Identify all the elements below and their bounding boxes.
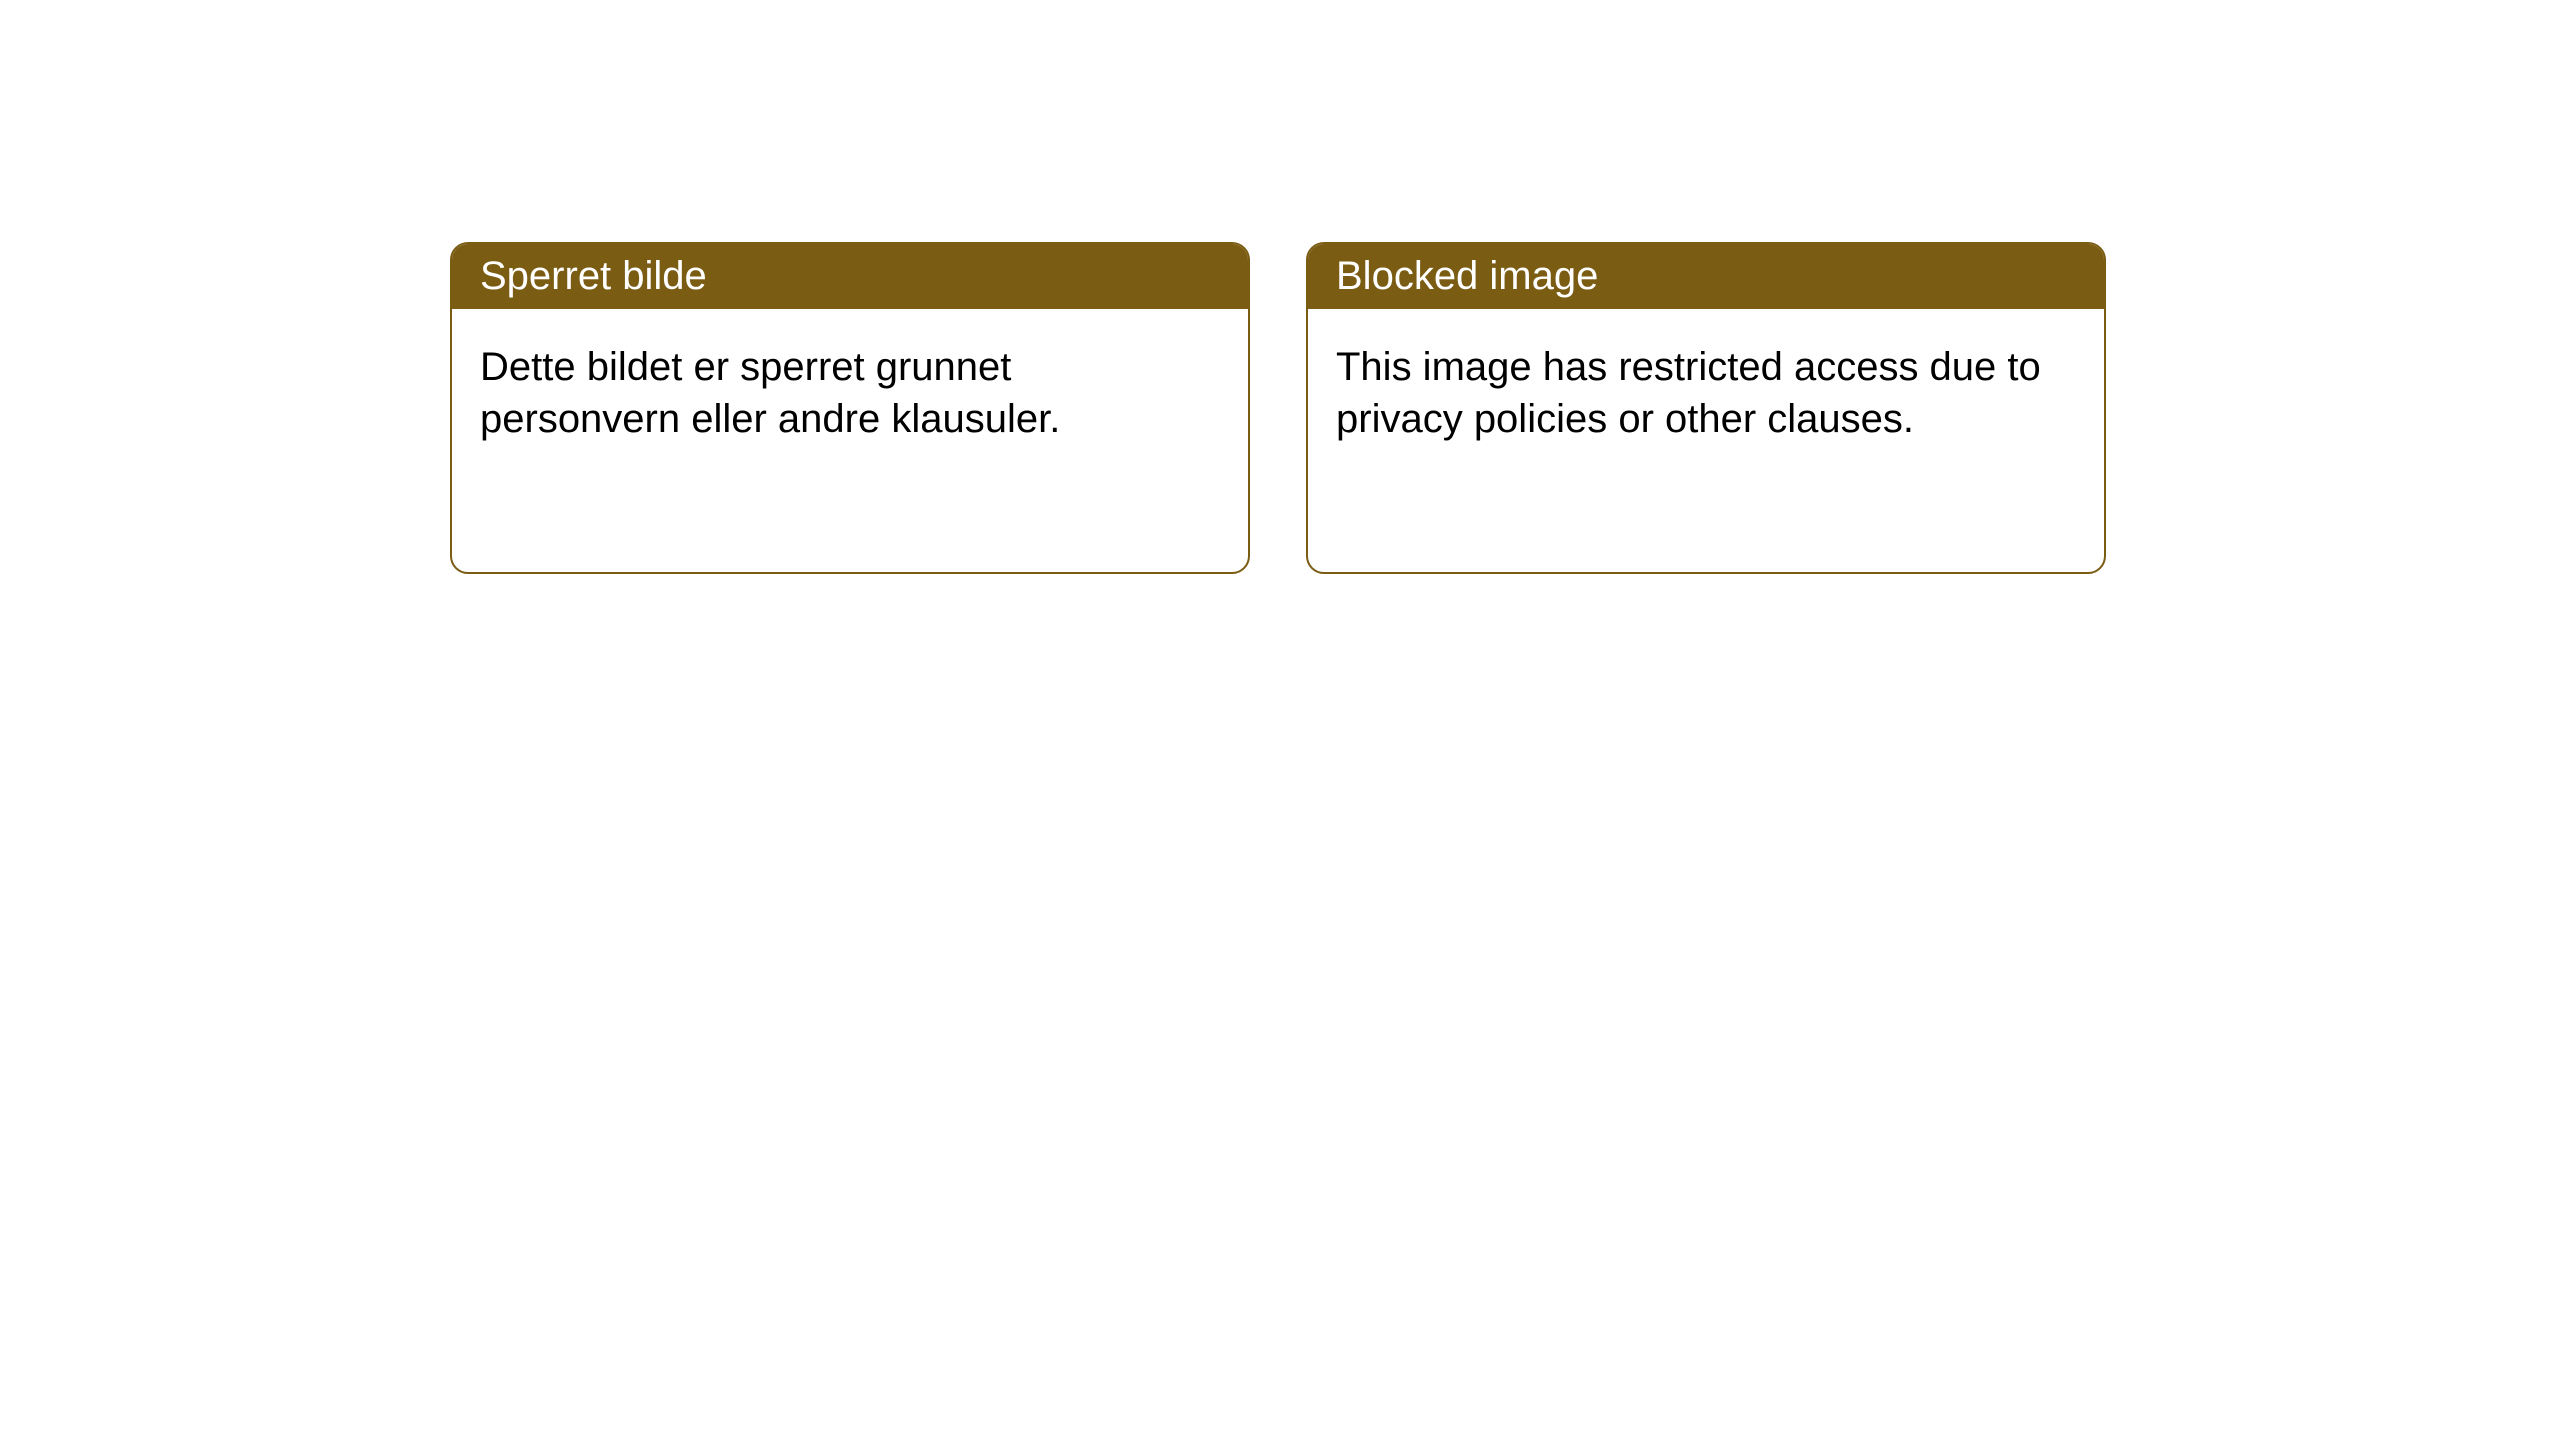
notice-container: Sperret bilde Dette bildet er sperret gr… [0,0,2560,574]
notice-title: Sperret bilde [480,254,707,298]
notice-card-norwegian: Sperret bilde Dette bildet er sperret gr… [450,242,1250,574]
notice-body: This image has restricted access due to … [1308,309,2104,477]
notice-body-text: Dette bildet er sperret grunnet personve… [480,345,1060,441]
notice-body-text: This image has restricted access due to … [1336,345,2041,441]
notice-header: Blocked image [1308,244,2104,309]
notice-title: Blocked image [1336,254,1598,298]
notice-header: Sperret bilde [452,244,1248,309]
notice-card-english: Blocked image This image has restricted … [1306,242,2106,574]
notice-body: Dette bildet er sperret grunnet personve… [452,309,1248,477]
